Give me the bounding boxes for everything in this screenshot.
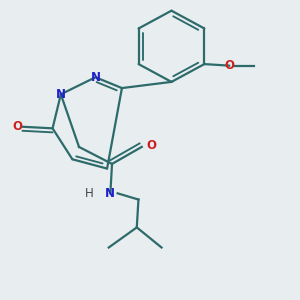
Text: N: N <box>56 88 66 101</box>
Text: O: O <box>13 120 23 133</box>
Text: H: H <box>85 187 93 200</box>
Text: O: O <box>224 59 234 72</box>
Text: N: N <box>91 71 100 84</box>
Text: N: N <box>105 187 116 200</box>
Text: O: O <box>147 139 157 152</box>
